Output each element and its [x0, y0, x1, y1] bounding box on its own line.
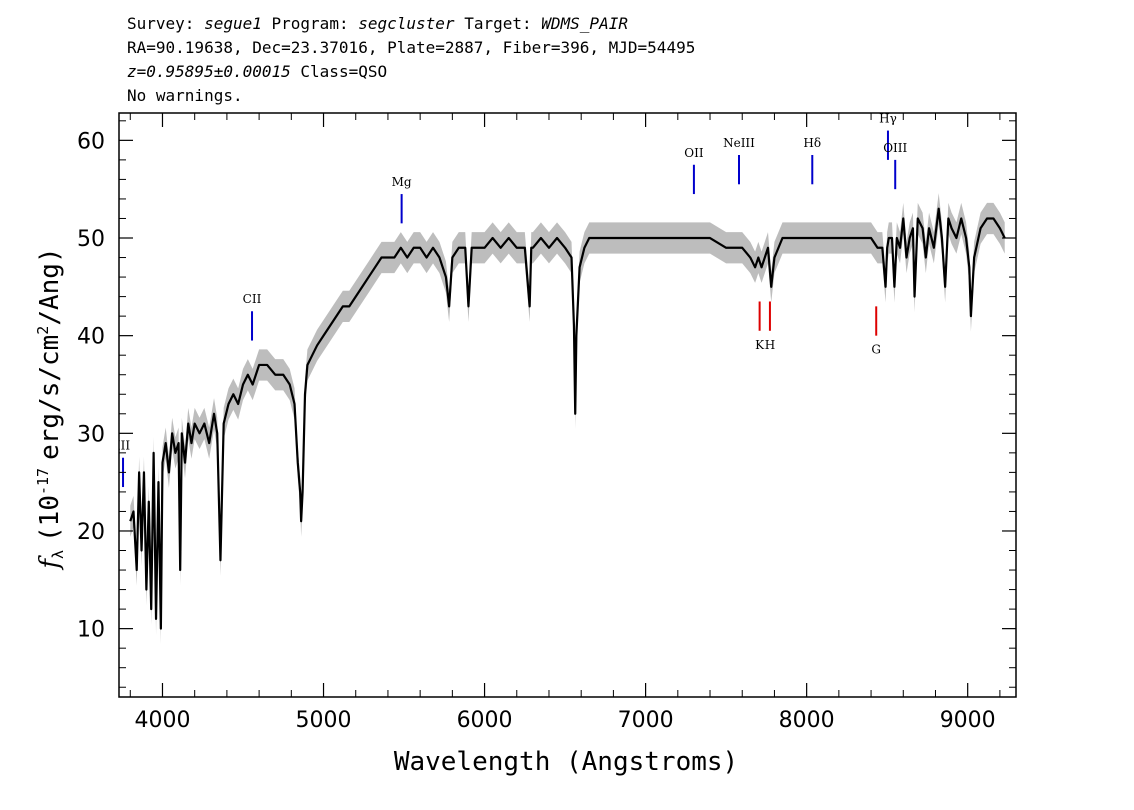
- x-tick-label: 4000: [134, 708, 190, 733]
- y-axis-label-pre: (10: [35, 495, 65, 542]
- target-label: Target:: [464, 14, 532, 33]
- y-tick-label: 60: [77, 129, 105, 154]
- x-tick-label: 7000: [618, 708, 674, 733]
- emission-line-label: III: [116, 439, 130, 453]
- plot-frame: [118, 112, 1017, 698]
- y-axis-label: fλ(10-17erg/s/cm2/Ang): [34, 247, 67, 570]
- spectrum-header: Survey: segue1 Program: segcluster Targe…: [127, 12, 695, 108]
- axes: 4000 5000 6000 7000 8000 9000 10 20 30 40 50 60: [77, 112, 1017, 733]
- header-line-survey: Survey: segue1 Program: segcluster Targe…: [127, 12, 695, 36]
- x-tick-label: 6000: [457, 708, 513, 733]
- flux-error-band: [130, 193, 1005, 645]
- y-tick-label: 30: [77, 422, 105, 447]
- target-value: WDMS_PAIR: [541, 14, 628, 33]
- x-tick-label: 9000: [940, 708, 996, 733]
- program-label: Program:: [271, 14, 349, 33]
- emission-line-label: Hγ: [879, 112, 897, 126]
- emission-line-label: OIII: [883, 141, 907, 155]
- emission-line-label: OII: [684, 146, 704, 160]
- y-tick-label: 50: [77, 227, 105, 252]
- y-tick-label: 20: [77, 520, 105, 545]
- redshift-value: z=0.95895±0.00015: [127, 62, 291, 81]
- plot-content: III CII Mg OII NeIII Hδ Hγ OIII K H G: [116, 112, 1006, 645]
- y-axis-label-exponent2: 2: [34, 326, 52, 335]
- class-value: Class=QSO: [300, 62, 388, 81]
- y-axis-label-mid: erg/s/cm: [35, 335, 65, 460]
- emission-line-label: Hδ: [803, 136, 821, 150]
- y-axis-label-post: /Ang): [35, 247, 65, 325]
- absorption-line-label: H: [765, 338, 775, 352]
- y-axis-label-exponent: -17: [34, 468, 52, 495]
- x-axis-label: Wavelength (Angstroms): [394, 747, 738, 777]
- header-line-coordinates: RA=90.19638, Dec=23.37016, Plate=2887, F…: [127, 38, 696, 57]
- y-tick-label: 40: [77, 325, 105, 350]
- y-axis-label-subscript: λ: [49, 550, 67, 559]
- header-line-redshift: z=0.95895±0.00015 Class=QSO: [127, 60, 695, 84]
- emission-line-label: NeIII: [723, 136, 755, 150]
- x-tick-label: 8000: [779, 708, 835, 733]
- survey-label: Survey:: [127, 14, 195, 33]
- y-tick-label: 10: [77, 618, 105, 643]
- x-tick-label: 5000: [296, 708, 352, 733]
- absorption-line-label: G: [871, 343, 881, 357]
- emission-line-label: Mg: [392, 175, 412, 189]
- program-value: segcluster: [358, 14, 455, 33]
- plot-area: III CII Mg OII NeIII Hδ Hγ OIII K H G: [116, 112, 1006, 645]
- survey-value: segue1: [204, 14, 262, 33]
- emission-line-label: CII: [243, 292, 262, 306]
- flux-line: [129, 207, 1006, 630]
- absorption-line-label: K: [755, 338, 765, 352]
- header-line-warnings: No warnings.: [127, 86, 243, 105]
